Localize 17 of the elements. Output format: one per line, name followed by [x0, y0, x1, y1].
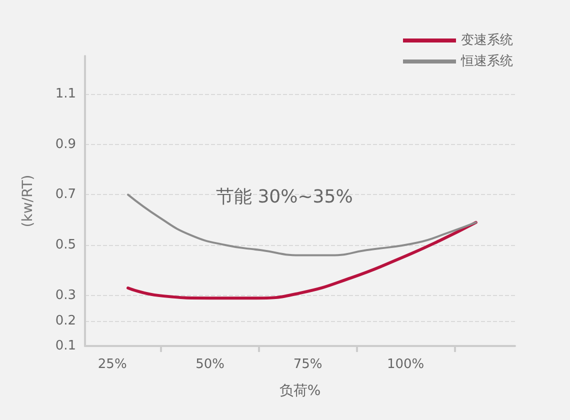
x-tick-label: 100%	[386, 357, 424, 372]
x-axis-title: 负荷%	[279, 383, 321, 399]
line-series	[126, 220, 478, 300]
y-tick-label: 1.1	[55, 86, 76, 102]
annotation: 节能 30%~35%	[216, 186, 353, 208]
y-tick-label: 0.7	[55, 187, 76, 202]
y-axis-title: (kw/RT)	[20, 174, 36, 228]
y-tick-label: 0.3	[55, 288, 76, 304]
legend-label: 恒速系统	[460, 54, 513, 69]
legend-label: 变速系统	[461, 33, 513, 48]
y-tick-label: 0.5	[55, 238, 76, 253]
y-tick-label: 0.2	[55, 313, 76, 328]
x-tick-label: 75%	[293, 357, 322, 372]
y-tick-label: 0.1	[55, 338, 76, 354]
x-tick-label: 50%	[196, 357, 225, 372]
x-tick-label: 25%	[98, 357, 127, 372]
y-tick-label: 0.9	[55, 136, 76, 152]
